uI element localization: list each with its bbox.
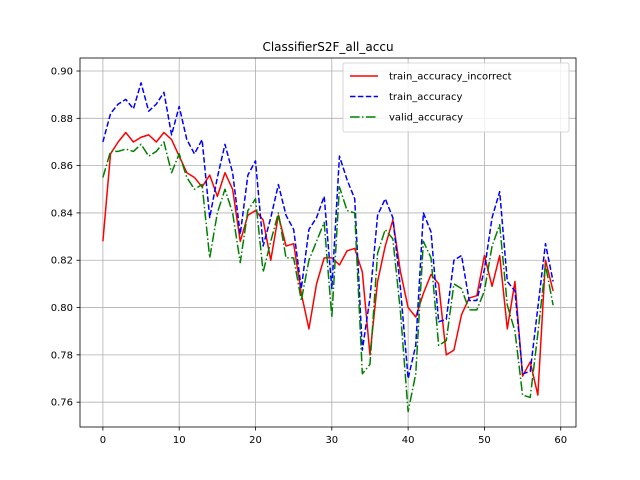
y-tick-label: 0.80	[51, 303, 73, 314]
x-tick-label: 60	[554, 435, 567, 446]
y-tick-label: 0.76	[51, 398, 73, 409]
series-lines	[102, 82, 554, 413]
y-tick-label: 0.88	[51, 114, 73, 125]
legend-label: train_accuracy_incorrect	[389, 72, 512, 83]
y-tick-label: 0.84	[51, 208, 73, 219]
x-tick-label: 20	[249, 435, 262, 446]
legend-label: valid_accuracy	[389, 113, 463, 124]
chart-title: ClassifierS2F_all_accu	[262, 40, 393, 54]
plot-frame	[79, 57, 577, 428]
y-tick-label: 0.86	[51, 161, 73, 172]
x-tick-label: 0	[100, 435, 106, 446]
x-tick-label: 40	[402, 435, 415, 446]
x-tick-label: 30	[325, 435, 338, 446]
legend: train_accuracy_incorrect train_accuracyva…	[342, 62, 570, 133]
series-line-valid_accuracy	[102, 141, 554, 413]
y-tick-label: 0.78	[51, 350, 73, 361]
x-tick-label: 50	[478, 435, 491, 446]
series-line-train_accuracy	[102, 82, 554, 380]
y-tick-label: 0.90	[51, 67, 73, 78]
grid	[80, 58, 576, 427]
series-line-train_accuracy_incorrect	[102, 131, 554, 396]
x-tick-label: 10	[173, 435, 186, 446]
y-tick-label: 0.82	[51, 256, 73, 267]
legend-label: train_accuracy	[389, 92, 462, 103]
legend-box	[342, 62, 570, 133]
axis-ticks: 0 10 20 30 40 50 60 0.76 0.78 0.80 0.82 0.84 0.86 0.8…	[51, 67, 567, 446]
